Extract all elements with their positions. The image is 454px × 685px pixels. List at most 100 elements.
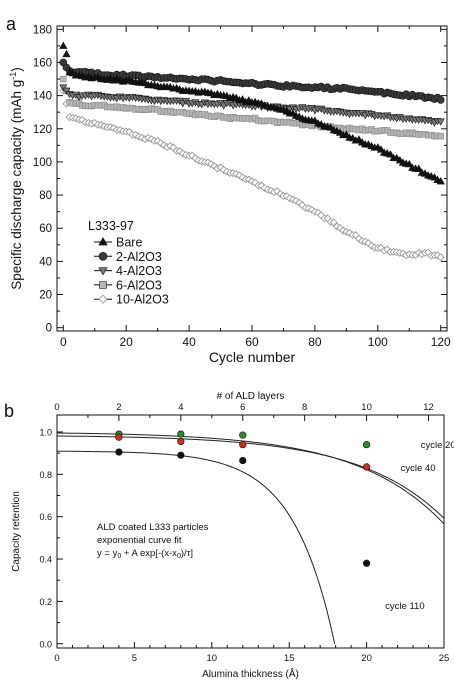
data-point-Bare	[414, 164, 423, 172]
x-tick-label-b: 15	[284, 653, 295, 664]
x-tick-label-a: 100	[368, 335, 388, 349]
x-tick-label-b: 10	[207, 653, 218, 664]
legend-marker-Bare	[98, 237, 108, 246]
x-tick-label-a: 60	[245, 335, 259, 349]
data-point-cycle-40	[177, 437, 185, 446]
x-tick-label-a: 120	[431, 335, 451, 349]
data-point-cycle-110	[177, 451, 185, 459]
data-point-10-Al2O3	[188, 151, 197, 160]
x2-tick-label-b: 0	[54, 402, 59, 413]
y-tick-label-a: 140	[33, 91, 52, 103]
data-point-10-Al2O3	[191, 154, 200, 163]
data-point-cycle-110	[115, 448, 123, 456]
legend-label-6-Al2O3: 6-Al2O3	[116, 278, 162, 292]
data-point-cycle-20	[363, 441, 371, 449]
legend-label-2-Al2O3: 2-Al2O3	[116, 250, 162, 264]
fit-curve-cycle-20	[57, 432, 445, 525]
x-tick-label-b: 5	[132, 653, 137, 664]
data-point-Bare	[386, 150, 395, 158]
x-axis-label-a: Cycle number	[209, 349, 296, 365]
x2-tick-label-b: 10	[361, 402, 372, 413]
data-point-6-Al2O3	[60, 75, 67, 83]
data-point-10-Al2O3	[383, 245, 392, 254]
x-tick-label-b: 25	[439, 653, 450, 664]
data-point-10-Al2O3	[295, 198, 304, 207]
x2-tick-label-b: 2	[116, 402, 121, 413]
y-tick-label-a: 20	[39, 290, 52, 302]
panel-b-letter: b	[4, 401, 14, 421]
data-point-10-Al2O3	[433, 251, 442, 260]
y-tick-label-b: 1.0	[39, 427, 52, 437]
data-point-2-Al2O3	[436, 96, 445, 104]
data-point-10-Al2O3	[436, 253, 445, 262]
data-point-Bare	[62, 49, 71, 58]
series-a-Bare	[59, 41, 445, 185]
series-label-cycle-40: cycle 40	[401, 463, 436, 474]
legend-marker-4-Al2O3	[98, 267, 108, 276]
y-tick-label-a: 180	[33, 24, 52, 36]
x2-tick-label-b: 8	[302, 402, 307, 413]
x-tick-label-b: 20	[361, 653, 372, 664]
data-point-cycle-40	[363, 463, 371, 471]
annotation-line-2: exponential curve fit	[97, 535, 182, 546]
data-point-10-Al2O3	[153, 136, 162, 145]
y-tick-label-b: 0.8	[39, 470, 52, 480]
data-point-Bare	[436, 177, 445, 185]
y-tick-label-b: 0.2	[39, 597, 52, 607]
data-point-cycle-40	[239, 441, 247, 449]
chart-b: 0.0 0.2 0.4 0.6 0.8 1.0 0 5 10 15 20 25 0 2 4 6 8 10 12 # o…	[11, 391, 454, 680]
y-tick-label-a: 160	[33, 57, 52, 69]
x-tick-label-b: 0	[54, 653, 59, 664]
x2-tick-label-b: 6	[240, 402, 245, 413]
chart-a: 0 20 40 60 80 100 120 140 160 180 0 20 40 60 80 100 120 C…	[8, 24, 451, 365]
x-axis-label-b: Alumina thickness (Å)	[202, 667, 299, 680]
data-point-Bare	[405, 159, 414, 168]
data-point-10-Al2O3	[354, 234, 363, 243]
y-tick-label-b: 0.0	[39, 639, 52, 649]
data-point-4-Al2O3	[436, 118, 445, 126]
y-axis-label-a: Specific discharge capacity (mAh g-1)	[8, 67, 24, 290]
fit-curve-cycle-40	[57, 435, 445, 519]
x2-tick-label-b: 12	[423, 402, 434, 413]
x-tick-label-a: 40	[182, 335, 196, 349]
data-point-10-Al2O3	[156, 139, 165, 148]
x-tick-label-a: 20	[120, 335, 134, 349]
data-point-10-Al2O3	[307, 205, 316, 214]
legend-label-Bare: Bare	[116, 236, 142, 250]
y-tick-label-b: 0.4	[39, 555, 52, 565]
x-tick-label-a: 0	[60, 335, 67, 349]
data-point-cycle-20	[239, 431, 247, 439]
plot-frame-b	[56, 414, 445, 649]
data-point-Bare	[59, 41, 68, 49]
legend-title-a: L333-97	[88, 219, 134, 233]
y-tick-label-a: 80	[39, 190, 52, 202]
x-tick-label-a: 80	[308, 335, 322, 349]
legend-label-10-Al2O3: 10-Al2O3	[116, 293, 169, 307]
data-point-cycle-110	[363, 559, 371, 567]
y-tick-label-a: 0	[46, 323, 52, 335]
y-tick-label-a: 100	[33, 157, 52, 169]
fit-curve-cycle-110	[56, 450, 336, 644]
y-axis-label-b: Capacity retention	[11, 491, 22, 572]
y-tick-label-b: 0.6	[39, 512, 52, 522]
x2-tick-label-b: 4	[178, 402, 183, 413]
series-label-cycle-20: cycle 20	[421, 440, 454, 451]
legend-label-4-Al2O3: 4-Al2O3	[116, 264, 162, 278]
y-tick-label-a: 60	[39, 223, 52, 235]
annotation-line-1: ALD coated L333 particles	[97, 522, 209, 533]
legend-marker-2-Al2O3	[98, 251, 108, 261]
series-a-2-Al2O3	[59, 58, 445, 104]
series-label-cycle-110: cycle 110	[385, 601, 424, 612]
x2-axis-label-b: # of ALD layers	[217, 391, 285, 402]
y-tick-label-a: 40	[39, 256, 52, 268]
data-point-cycle-110	[239, 456, 247, 465]
data-point-6-Al2O3	[437, 132, 444, 140]
panel-a-letter: a	[6, 14, 17, 34]
legend-marker-6-Al2O3	[99, 281, 107, 289]
series-a-10-Al2O3	[59, 86, 445, 262]
data-point-10-Al2O3	[282, 192, 291, 201]
legend-marker-10-Al2O3	[98, 294, 108, 304]
data-point-10-Al2O3	[210, 162, 219, 171]
annotation-equation: y = y0 + A exp[-(x-x0)/τ]	[97, 548, 193, 560]
